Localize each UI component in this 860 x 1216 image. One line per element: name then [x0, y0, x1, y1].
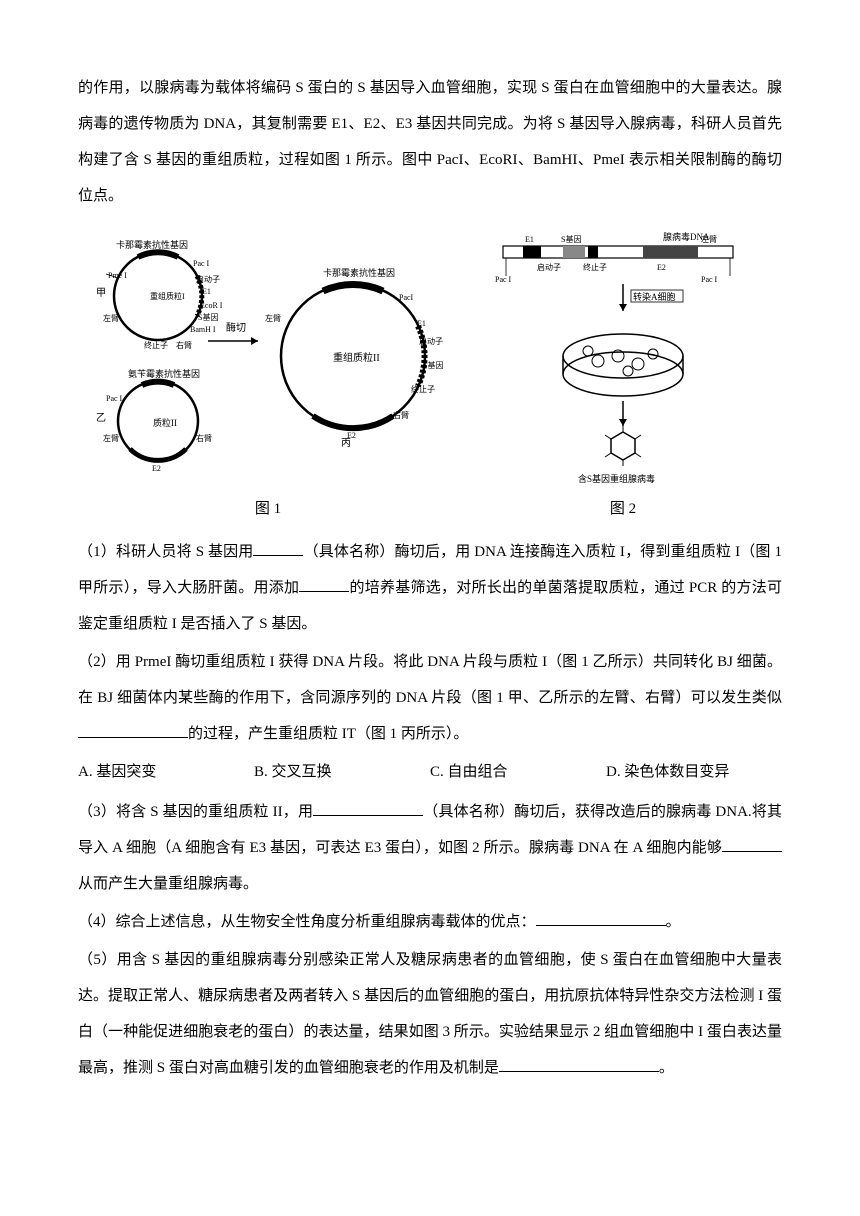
svg-text:左臂: 左臂: [701, 234, 717, 244]
q4-text-2: 。: [666, 914, 681, 930]
figure-2: 腺病毒DNA E1 S基因 左臂 启动子 终止子 E2 Pac I Pac I: [488, 226, 758, 518]
question-3: （3）将含 S 基因的重组质粒 II，用（具体名称）酶切后，获得改造后的腺病毒 …: [78, 794, 782, 902]
svg-text:Pac I: Pac I: [106, 394, 123, 403]
option-b: B. 交叉互换: [254, 754, 430, 790]
q2-text-2: 的过程，产生重组质粒 IT（图 1 丙所示）。: [188, 726, 468, 742]
svg-text:氨苄霉素抗性基因: 氨苄霉素抗性基因: [128, 368, 200, 379]
svg-text:左臂: 左臂: [265, 313, 281, 323]
svg-text:终止子: 终止子: [144, 340, 168, 350]
svg-text:重组质粒II: 重组质粒II: [333, 351, 380, 364]
svg-text:左臂: 左臂: [103, 433, 119, 443]
option-a: A. 基因突变: [78, 754, 254, 790]
svg-text:Pac I: Pac I: [701, 275, 718, 284]
svg-text:E2: E2: [657, 263, 666, 272]
svg-text:酶切: 酶切: [226, 321, 246, 334]
svg-text:PacI: PacI: [399, 293, 414, 302]
question-5: （5）用含 S 基因的重组腺病毒分别感染正常人及糖尿病患者的血管细胞，使 S 蛋…: [78, 942, 782, 1086]
q3-text-3: 从而产生大量重组腺病毒。: [78, 876, 258, 892]
svg-text:含S基因重组腺病毒: 含S基因重组腺病毒: [578, 473, 655, 484]
svg-text:卡那霉素抗性基因: 卡那霉素抗性基因: [116, 239, 188, 250]
blank: [78, 723, 188, 738]
svg-text:启动子: 启动子: [537, 262, 561, 272]
q2-text-1: （2）用 PrmeI 酶切重组质粒 I 获得 DNA 片段。将此 DNA 片段与…: [78, 654, 782, 706]
options-row: A. 基因突变 B. 交叉互换 C. 自由组合 D. 染色体数目变异: [78, 754, 782, 790]
question-1: （1）科研人员将 S 基因用（具体名称）酶切后，用 DNA 连接酶连入质粒 I，…: [78, 534, 782, 642]
intro-paragraph: 的作用，以腺病毒为载体将编码 S 蛋白的 S 基因导入血管细胞，实现 S 蛋白在…: [78, 70, 782, 214]
svg-text:Pac I: Pac I: [495, 275, 512, 284]
q3-text-1: （3）将含 S 基因的重组质粒 II，用: [78, 804, 313, 820]
question-4: （4）综合上述信息，从生物安全性角度分析重组腺病毒载体的优点： 。: [78, 904, 782, 940]
blank: [313, 801, 423, 816]
svg-text:质粒II: 质粒II: [153, 417, 177, 428]
option-c: C. 自由组合: [430, 754, 606, 790]
blank: [299, 577, 349, 592]
svg-text:S基因: S基因: [561, 234, 581, 244]
svg-text:转染A细胞: 转染A细胞: [633, 291, 676, 302]
svg-text:终止子: 终止子: [411, 384, 435, 394]
svg-text:启动子: 启动子: [419, 336, 443, 346]
svg-text:启动子: 启动子: [196, 274, 220, 284]
figure2-label: 图 2: [488, 497, 758, 518]
q5-text-2: 。: [659, 1060, 674, 1076]
diagram-container: 卡那霉素抗性基因 重组质粒I 甲 左臂 右臂 Pac I 启动子 E1 EcoR…: [78, 226, 782, 518]
blank: [722, 837, 782, 852]
svg-text:S基因: S基因: [423, 360, 443, 370]
svg-text:EcoR I: EcoR I: [200, 301, 223, 310]
svg-text:甲: 甲: [96, 288, 106, 299]
svg-text:E2: E2: [152, 464, 161, 473]
figure1-label: 图 1: [78, 497, 458, 518]
svg-text:终止子: 终止子: [583, 262, 607, 272]
svg-text:S基因: S基因: [198, 312, 218, 322]
q1-text-1: （1）科研人员将 S 基因用: [78, 544, 253, 560]
svg-text:重组质粒I: 重组质粒I: [150, 291, 185, 301]
svg-text:Pac I: Pac I: [193, 259, 210, 268]
figure-1: 卡那霉素抗性基因 重组质粒I 甲 左臂 右臂 Pac I 启动子 E1 EcoR…: [78, 226, 458, 518]
svg-text:E1: E1: [202, 287, 211, 296]
q5-text-1: （5）用含 S 基因的重组腺病毒分别感染正常人及糖尿病患者的血管细胞，使 S 蛋…: [78, 952, 782, 1076]
q4-text-1: （4）综合上述信息，从生物安全性角度分析重组腺病毒载体的优点：: [78, 914, 536, 930]
svg-text:右臂: 右臂: [176, 340, 192, 350]
option-d: D. 染色体数目变异: [606, 754, 782, 790]
svg-text:E2: E2: [347, 431, 356, 440]
svg-text:E1: E1: [417, 319, 426, 328]
svg-text:乙: 乙: [96, 412, 106, 424]
svg-text:左臂: 左臂: [103, 313, 119, 323]
svg-text:卡那霉素抗性基因: 卡那霉素抗性基因: [323, 267, 395, 278]
blank: [536, 911, 666, 926]
svg-text:E1: E1: [525, 235, 534, 244]
blank: [499, 1057, 659, 1072]
svg-text:右臂: 右臂: [393, 410, 409, 420]
svg-text:右臂: 右臂: [196, 433, 212, 443]
question-2: （2）用 PrmeI 酶切重组质粒 I 获得 DNA 片段。将此 DNA 片段与…: [78, 644, 782, 752]
blank: [253, 541, 303, 556]
svg-text:BamH I: BamH I: [190, 325, 216, 334]
